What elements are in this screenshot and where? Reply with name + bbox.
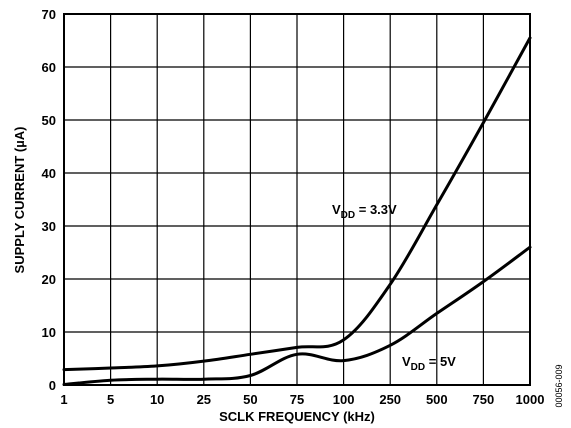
y-tick-labels: 0 10 20 30 40 50 60 70 bbox=[42, 7, 56, 393]
y-tick-0: 0 bbox=[49, 378, 56, 393]
series-label-vdd-3v3: VDD = 3.3V bbox=[332, 202, 397, 221]
x-tick-750: 750 bbox=[473, 392, 495, 407]
x-tick-250: 250 bbox=[379, 392, 401, 407]
series-label-rest: = 3.3V bbox=[355, 202, 397, 217]
y-tick-70: 70 bbox=[42, 7, 56, 22]
y-tick-60: 60 bbox=[42, 60, 56, 75]
x-axis-label: SCLK FREQUENCY (kHz) bbox=[219, 409, 375, 424]
series-lines bbox=[62, 36, 532, 386]
x-tick-50: 50 bbox=[243, 392, 257, 407]
grid-lines bbox=[64, 14, 530, 385]
figure-id: 00056-009 bbox=[554, 364, 564, 407]
x-tick-5: 5 bbox=[107, 392, 114, 407]
series-label-main: V bbox=[402, 354, 411, 369]
x-tick-10: 10 bbox=[150, 392, 164, 407]
y-tick-10: 10 bbox=[42, 325, 56, 340]
x-tick-100: 100 bbox=[333, 392, 355, 407]
series-line-vdd-5v bbox=[62, 245, 532, 386]
x-tick-labels: 1 5 10 25 50 75 100 250 500 750 1000 bbox=[60, 392, 544, 407]
series-label-subscript: DD bbox=[341, 210, 355, 221]
y-tick-30: 30 bbox=[42, 219, 56, 234]
x-tick-25: 25 bbox=[197, 392, 211, 407]
y-axis-label: SUPPLY CURRENT (µA) bbox=[12, 127, 27, 274]
x-tick-1: 1 bbox=[60, 392, 67, 407]
x-tick-500: 500 bbox=[426, 392, 448, 407]
x-tick-1000: 1000 bbox=[516, 392, 545, 407]
y-tick-40: 40 bbox=[42, 166, 56, 181]
y-tick-50: 50 bbox=[42, 113, 56, 128]
y-tick-20: 20 bbox=[42, 272, 56, 287]
series-label-main: V bbox=[332, 202, 341, 217]
series-line-vdd-3v3 bbox=[62, 36, 532, 372]
series-label-vdd-5v: VDD = 5V bbox=[402, 354, 456, 373]
x-tick-75: 75 bbox=[290, 392, 304, 407]
series-label-rest: = 5V bbox=[425, 354, 456, 369]
series-label-subscript: DD bbox=[411, 362, 425, 373]
